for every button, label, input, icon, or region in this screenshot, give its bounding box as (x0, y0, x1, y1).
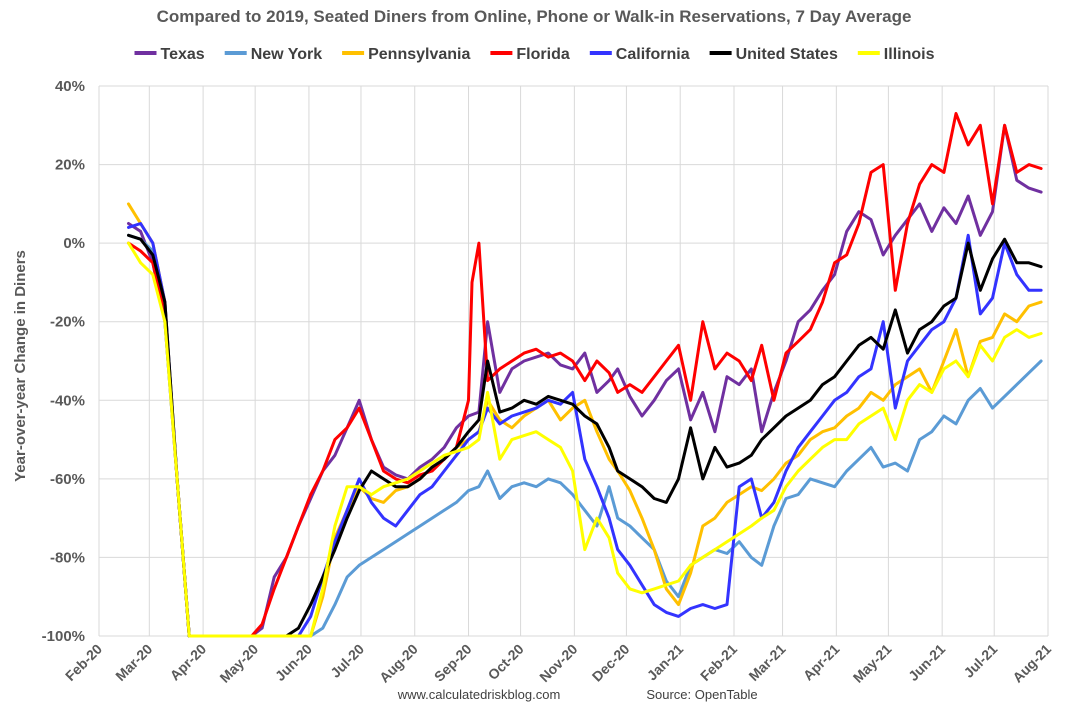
x-tick-label: Mar-21 (745, 641, 788, 684)
x-axis-ticks: Feb-20 Mar-20 Apr-20 May-20 Jun-20 Jul-20 Aug-… (62, 641, 1054, 686)
x-tick-label: Feb-21 (697, 641, 740, 684)
chart-title: Compared to 2019, Seated Diners from Onl… (157, 7, 912, 26)
series-line-pennsylvania (127, 202, 1043, 638)
legend-item-new-york: New York (224, 46, 323, 63)
y-tick-label: -60% (50, 471, 85, 488)
y-tick-label: 40% (55, 78, 85, 95)
legend-label: New York (251, 46, 323, 63)
x-tick-label: Jul-20 (327, 641, 367, 681)
legend-label: Illinois (884, 46, 935, 63)
series-group (127, 112, 1043, 638)
y-tick-label: -40% (50, 392, 85, 409)
x-tick-label: Jun-20 (272, 641, 315, 684)
legend-item-california: California (589, 46, 690, 63)
legend-label: California (616, 46, 690, 63)
x-tick-label: Sep-20 (431, 641, 475, 685)
y-tick-label: -20% (50, 314, 85, 331)
x-tick-label: Aug-20 (376, 641, 421, 686)
y-tick-label: 20% (55, 157, 85, 174)
legend-item-texas: Texas (134, 46, 205, 63)
x-tick-label: Nov-20 (536, 641, 580, 685)
series-line-california (127, 222, 1043, 638)
legend-label: Texas (161, 46, 205, 63)
legend-label: Florida (516, 46, 569, 63)
legend: Texas New York Pennsylvania Florida Californ… (134, 46, 935, 63)
x-tick-label: Mar-20 (112, 641, 155, 684)
x-tick-label: Jun-21 (905, 641, 948, 684)
y-axis-ticks: 40% 20% 0% -20% -40% -60% -80% -100% (42, 78, 85, 645)
series-line-new-york (127, 233, 1043, 638)
x-tick-label: Aug-21 (1009, 641, 1054, 686)
legend-item-pennsylvania: Pennsylvania (342, 46, 470, 63)
legend-item-illinois: Illinois (857, 46, 935, 63)
x-tick-label: Feb-20 (62, 641, 105, 684)
y-tick-label: 0% (63, 235, 85, 252)
y-tick-label: -100% (42, 628, 85, 645)
x-tick-label: Apr-20 (167, 641, 210, 684)
x-tick-label: Oct-20 (485, 641, 527, 683)
x-tick-label: Jul-21 (960, 641, 1000, 681)
series-line-illinois (127, 241, 1043, 638)
footer-source: Source: OpenTable (646, 687, 757, 702)
footer-site: www.calculatedriskblog.com (397, 687, 561, 702)
series-line-florida (127, 112, 1043, 638)
x-tick-label: May-21 (850, 641, 895, 686)
legend-label: Pennsylvania (368, 46, 470, 63)
x-tick-label: Apr-21 (800, 641, 843, 684)
y-tick-label: -80% (50, 549, 85, 566)
x-tick-label: Jan-21 (644, 641, 687, 684)
legend-item-florida: Florida (490, 46, 570, 63)
x-tick-label: May-20 (216, 641, 261, 686)
x-tick-label: Dec-20 (589, 641, 633, 685)
series-line-united-states (127, 233, 1043, 638)
y-axis-label: Year-over-year Change in Diners (12, 250, 29, 482)
legend-label: United States (736, 46, 838, 63)
legend-item-united-states: United States (709, 46, 838, 63)
